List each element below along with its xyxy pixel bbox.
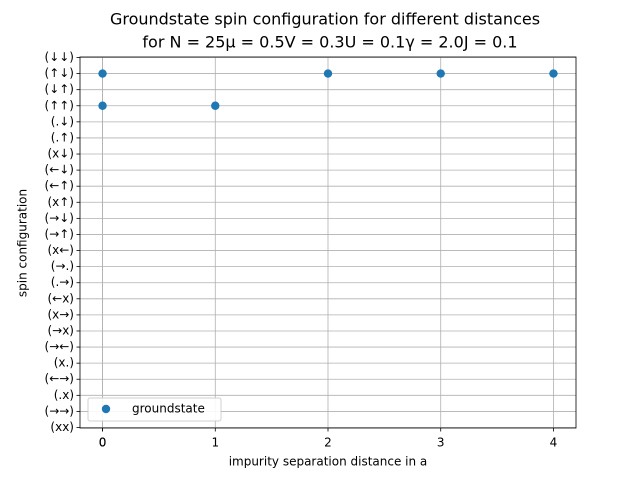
legend: groundstate (87, 397, 222, 422)
x-axis-label: impurity separation distance in a (229, 455, 428, 469)
axes-frame (79, 56, 577, 429)
y-tick-label: (↓↑) (45, 82, 74, 96)
y-tick-label: (↑↓) (45, 66, 74, 80)
y-tick-label: (.→) (51, 275, 74, 289)
legend-label: groundstate (132, 402, 205, 416)
y-tick-label: (.x) (54, 388, 74, 402)
y-axis-label: spin configuration (16, 189, 30, 297)
y-tick-label: (x→) (47, 307, 74, 321)
y-tick-label: (→↓) (45, 211, 74, 225)
point (436, 69, 445, 78)
point (323, 69, 333, 78)
y-tick-label: (x↑) (47, 195, 74, 209)
y-tick-label: (↑↑) (45, 98, 74, 112)
y-tick-label: (→←) (45, 340, 74, 354)
y-tick-label: (→→) (45, 404, 74, 418)
y-tick-label: (←→) (45, 372, 74, 386)
legend-marker (101, 404, 111, 414)
point (98, 101, 107, 110)
y-tick-label: (x.) (54, 356, 74, 370)
y-tick-label: (←↓) (45, 163, 74, 177)
y-tick-label: (.↓) (51, 114, 74, 128)
y-tick-label: (→.) (51, 259, 74, 273)
x-tick-label: 3 (437, 436, 445, 450)
x-tick-label: 0 (99, 436, 107, 450)
y-tick-label: (→↑) (45, 227, 74, 241)
x-tick-label: 1 (211, 436, 219, 450)
y-tick-label: (→x) (47, 323, 74, 337)
y-tick-label: (.↑) (51, 130, 74, 144)
x-tick-label: 0 (99, 436, 107, 450)
chart-subtitle: for N = 25μ = 0.5V = 0.3U = 0.1γ = 2.0J … (142, 33, 517, 52)
y-tick-label: (xx) (50, 420, 74, 434)
x-tick-label: 4 (550, 436, 558, 450)
y-tick-label: (x↓) (47, 147, 74, 161)
x-tick-label: 2 (324, 436, 332, 450)
legend-box (87, 397, 222, 422)
chart-title: Groundstate spin configuration for diffe… (110, 10, 540, 29)
y-tick-label: (↓↓) (45, 50, 74, 64)
point (211, 101, 220, 110)
point (549, 69, 558, 78)
y-tick-label: (x←) (47, 243, 74, 257)
y-tick-label: (←x) (47, 291, 74, 305)
y-tick-label: (←↑) (45, 179, 74, 193)
point (98, 69, 107, 78)
